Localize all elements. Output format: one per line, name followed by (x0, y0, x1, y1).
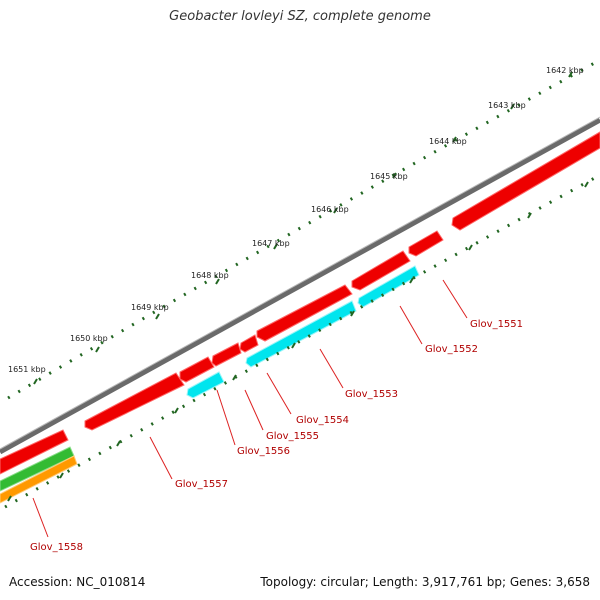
gene-glov-1555-feature (239, 334, 259, 353)
gene-label-glov-1556: Glov_1556 (237, 446, 290, 457)
gene-glov-1556b-feature (179, 356, 215, 383)
kbp-label-1650: 1650 kbp (70, 334, 108, 343)
kbp-label-1649: 1649 kbp (131, 303, 169, 312)
inner-scale-ring (4, 173, 600, 509)
kbp-label-1645: 1645 kbp (370, 172, 408, 181)
outer-scale-ring (7, 58, 600, 400)
gene-label-glov-1558: Glov_1558 (30, 542, 83, 553)
inner-major-ticks (7, 181, 589, 502)
gene-glov-1552-feature (408, 230, 444, 257)
gene-label-glov-1557: Glov_1557 (175, 479, 228, 490)
gene-glov-1553-reverse (245, 300, 357, 368)
kbp-label-1646: 1646 kbp (311, 205, 349, 214)
gene-glov-1551-feature (451, 131, 600, 231)
gene-label-leaders (32, 279, 468, 538)
gene-glov-1552-reverse (357, 265, 420, 308)
gene-glov-1556-reverse (186, 371, 225, 399)
genome-backbone (0, 117, 600, 455)
gene-glov-1553-feature (351, 250, 411, 291)
gene-glov-1556-feature (211, 342, 242, 367)
kbp-label-1642: 1642 kbp (546, 66, 584, 75)
gene-label-glov-1553: Glov_1553 (345, 389, 398, 400)
gene-label-glov-1552: Glov_1552 (425, 344, 478, 355)
kbp-label-1647: 1647 kbp (252, 239, 290, 248)
kbp-label-1651: 1651 kbp (8, 365, 46, 374)
reverse-gene-track (186, 265, 420, 399)
kbp-label-1648: 1648 kbp (191, 271, 229, 280)
genome-title: Geobacter lovleyi SZ, complete genome (169, 9, 431, 24)
gene-glov-1557-feature (84, 372, 185, 431)
gene-glov-1558-feature (0, 429, 69, 475)
gene-label-glov-1555: Glov_1555 (266, 431, 319, 442)
orange-feature-track (0, 455, 78, 504)
forward-gene-track (0, 131, 600, 475)
gene-label-glov-1551: Glov_1551 (470, 319, 523, 330)
genome-summary-text: Topology: circular; Length: 3,917,761 bp… (260, 575, 590, 589)
accession-text: Accession: NC_010814 (9, 575, 146, 589)
kbp-label-1643: 1643 kbp (488, 101, 526, 110)
outer-major-ticks (33, 71, 573, 385)
gene-label-glov-1554: Glov_1554 (296, 415, 349, 426)
kbp-label-1644: 1644 kbp (429, 137, 467, 146)
gene-glov-1554-feature (256, 284, 353, 342)
